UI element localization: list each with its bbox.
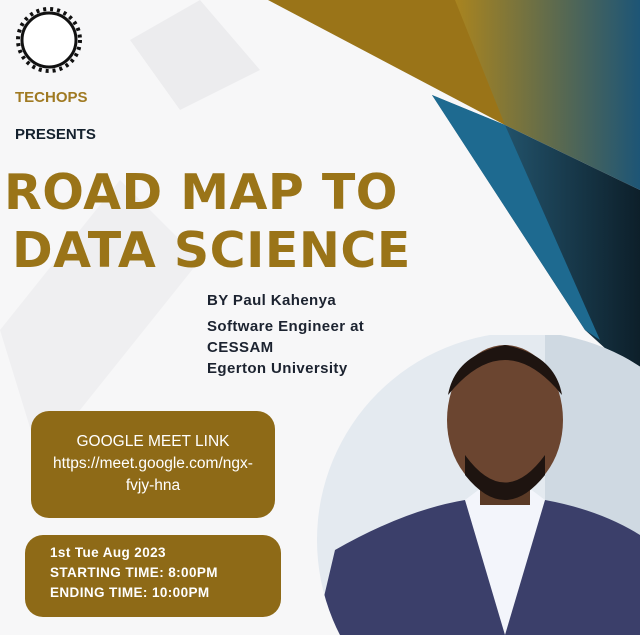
bg-diamond bbox=[130, 0, 260, 110]
speaker-photo bbox=[317, 335, 640, 635]
end-time: ENDING TIME: 10:00PM bbox=[50, 585, 210, 600]
gradient-shape bbox=[455, 0, 640, 190]
speaker-university: Egerton University bbox=[207, 360, 348, 377]
logo-wreath-icon bbox=[16, 7, 82, 73]
event-date: 1st Tue Aug 2023 bbox=[50, 545, 166, 560]
speaker-company: CESSAM bbox=[207, 339, 274, 356]
title-line-1: ROAD MAP TO bbox=[4, 164, 398, 221]
title-line-2: DATA SCIENCE bbox=[12, 222, 411, 279]
blue-band bbox=[432, 95, 600, 340]
bg-stripe bbox=[0, 180, 200, 460]
schedule-box: 1st Tue Aug 2023 STARTING TIME: 8:00PM E… bbox=[25, 535, 281, 617]
meet-link-box: GOOGLE MEET LINK https://meet.google.com… bbox=[31, 411, 275, 518]
speaker-role: Software Engineer at bbox=[207, 318, 365, 335]
meet-link[interactable]: https://meet.google.com/ngx- bbox=[53, 455, 253, 472]
speaker-name: BY Paul Kahenya bbox=[207, 292, 337, 309]
organizer-name: TECHOPS bbox=[15, 89, 88, 106]
presents-label: PRESENTS bbox=[15, 126, 96, 143]
start-time: STARTING TIME: 8:00PM bbox=[50, 565, 218, 580]
meet-heading: GOOGLE MEET LINK bbox=[76, 433, 230, 450]
meet-link-cont[interactable]: fvjy-hna bbox=[125, 477, 181, 494]
